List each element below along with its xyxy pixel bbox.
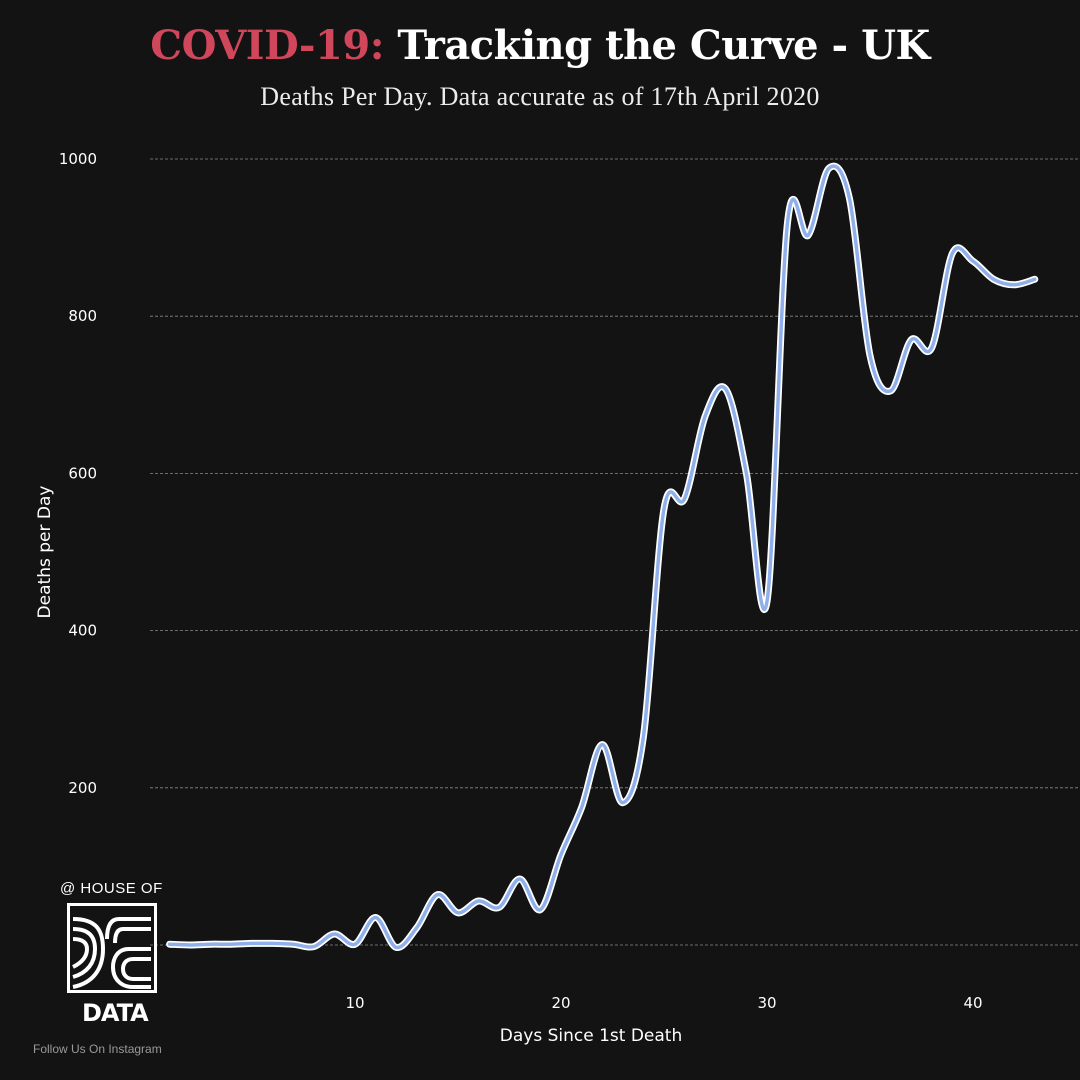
chart-subtitle: Deaths Per Day. Data accurate as of 17th… xyxy=(260,82,820,111)
house-of-data-logo-icon xyxy=(67,903,157,993)
follow-instagram-text: Follow Us On Instagram xyxy=(33,1042,162,1056)
y-axis-ticks: 200 400 600 800 1000 xyxy=(59,150,97,797)
data-point xyxy=(724,387,728,391)
data-point xyxy=(580,806,583,809)
data-point xyxy=(518,877,522,881)
chart-title: COVID-19: Tracking the Curve - UK xyxy=(0,22,1080,69)
data-point xyxy=(250,942,254,945)
data-point xyxy=(889,389,892,393)
y-tick-label: 200 xyxy=(68,779,97,797)
data-point xyxy=(848,196,851,200)
data-point xyxy=(333,932,336,936)
y-axis-title: Deaths per Day xyxy=(35,486,55,619)
data-point xyxy=(662,507,666,511)
data-point xyxy=(394,945,398,949)
data-point xyxy=(971,259,975,263)
data-point xyxy=(456,911,460,915)
data-point xyxy=(786,220,789,224)
data-point xyxy=(312,945,316,948)
series-line-outline xyxy=(166,162,1039,951)
data-point xyxy=(497,905,501,909)
data-point xyxy=(930,346,934,350)
data-point xyxy=(271,942,274,945)
data-point xyxy=(642,735,645,739)
data-point xyxy=(168,942,172,946)
data-point xyxy=(374,916,377,919)
y-tick-label: 400 xyxy=(68,622,97,640)
data-point xyxy=(436,893,439,897)
y-tick-label: 800 xyxy=(68,307,97,325)
x-axis-ticks: 10 20 30 40 xyxy=(345,994,982,1012)
y-tick-label: 600 xyxy=(68,464,97,482)
x-tick-label: 40 xyxy=(963,994,982,1012)
data-point xyxy=(765,600,769,603)
brand-handle: @ HOUSE OF xyxy=(60,880,163,897)
data-point xyxy=(188,943,192,947)
chart-title-rest: Tracking the Curve - UK xyxy=(397,22,930,69)
gridlines xyxy=(150,158,1078,946)
data-point xyxy=(559,853,563,857)
data-point xyxy=(291,942,295,946)
series-line xyxy=(167,164,1037,950)
data-point xyxy=(477,899,480,903)
data-point xyxy=(1012,283,1016,287)
data-point xyxy=(992,277,995,281)
data-point xyxy=(353,942,357,946)
data-point xyxy=(683,497,686,500)
data-point xyxy=(951,251,954,255)
x-axis-title: Days Since 1st Death xyxy=(500,1026,682,1046)
brand-name: DATA xyxy=(82,999,149,1027)
y-tick-label: 1000 xyxy=(59,150,97,168)
chart-title-highlight: COVID-19: xyxy=(150,22,384,69)
brand-logo-block: @ HOUSE OF DATA xyxy=(60,880,170,1027)
series-group xyxy=(166,162,1039,951)
data-point xyxy=(1033,277,1037,281)
x-tick-label: 20 xyxy=(551,994,570,1012)
x-tick-label: 10 xyxy=(345,994,364,1012)
data-point xyxy=(600,743,604,746)
data-point xyxy=(909,338,913,342)
data-point xyxy=(806,233,810,237)
data-point xyxy=(539,908,542,912)
data-point xyxy=(209,942,213,946)
data-point xyxy=(621,801,625,805)
data-point xyxy=(868,354,872,357)
data-point xyxy=(827,167,831,170)
x-tick-label: 30 xyxy=(757,994,776,1012)
data-point xyxy=(745,472,748,475)
data-point xyxy=(703,414,707,418)
data-point xyxy=(230,942,233,946)
data-point xyxy=(415,926,419,930)
